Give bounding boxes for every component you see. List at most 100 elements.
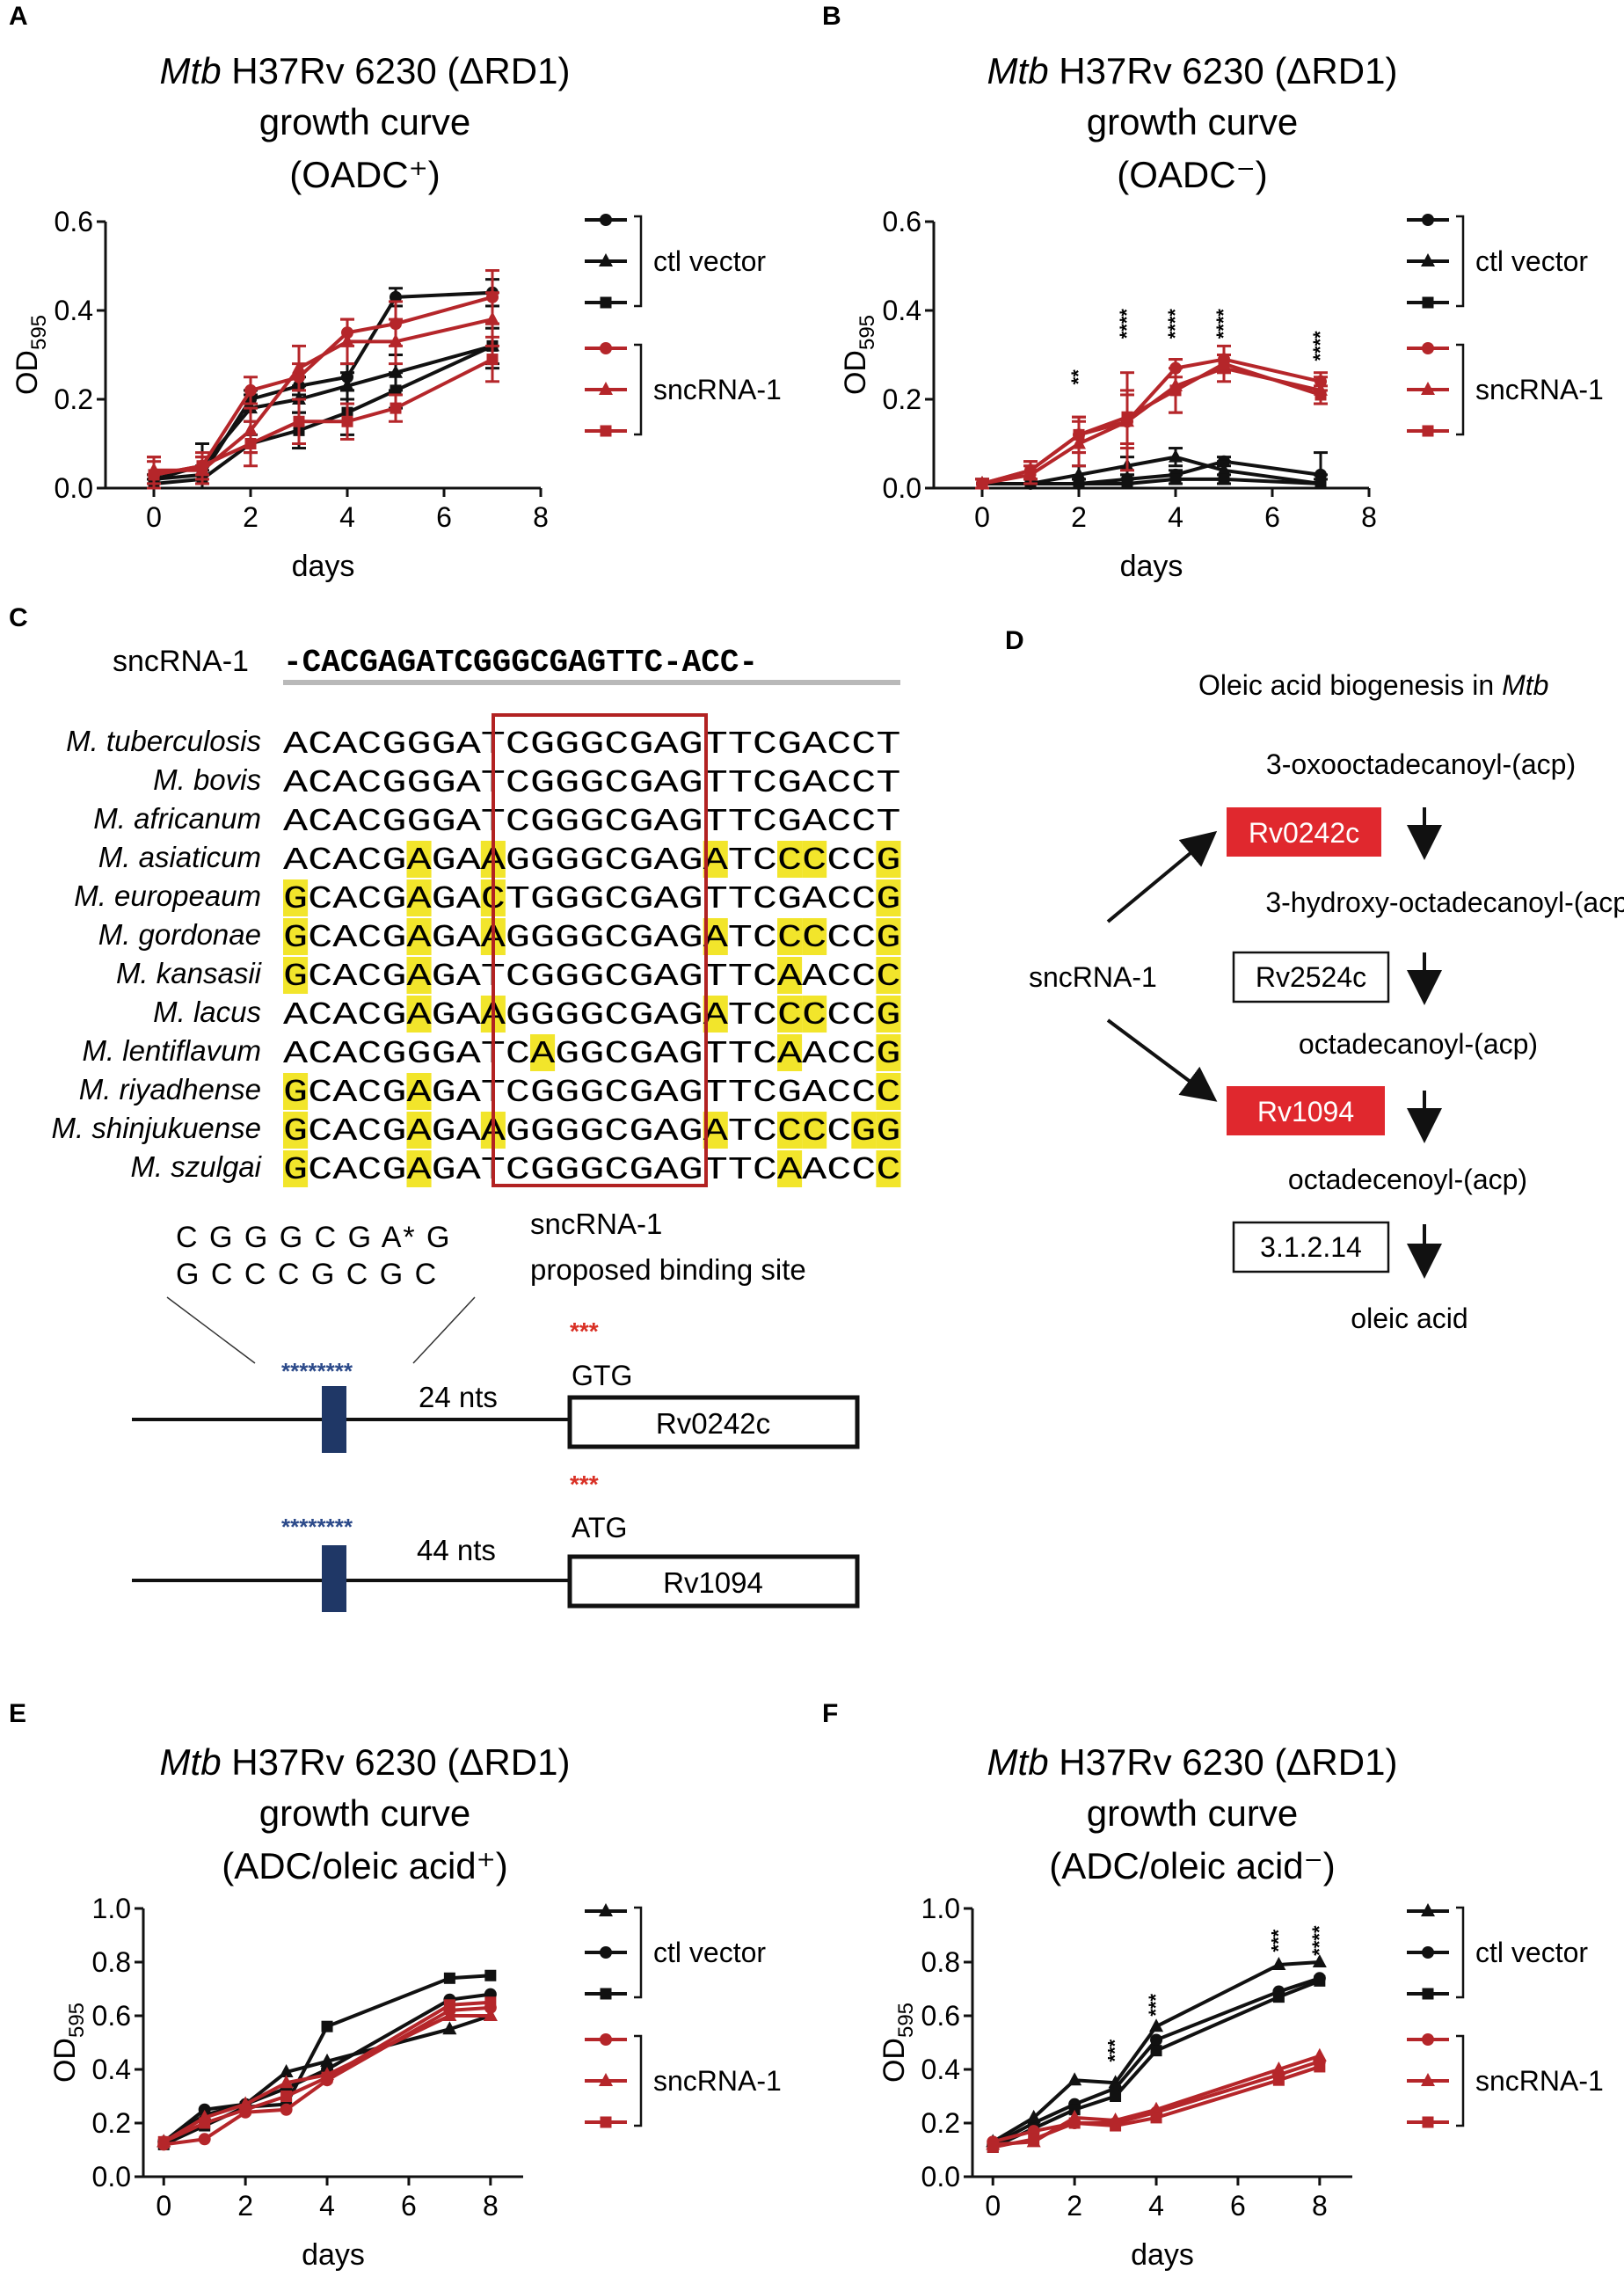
data-point <box>1272 1991 1285 2003</box>
data-point <box>1314 1974 1326 1987</box>
chart-legend: ctl vector sncRNA-1 <box>585 214 782 437</box>
variant-highlight <box>851 1112 877 1149</box>
variant-highlight <box>406 879 432 916</box>
legend-bracket <box>1456 1906 1465 1999</box>
aligned-sequence: GCACGAGATCGGGCGAGTTCAACCC <box>283 1152 901 1188</box>
data-point <box>486 354 499 366</box>
chart-panel-b: B Mtb H37Rv 6230 (ΔRD1) growth curve (OADC⁻… <box>822 2 1604 583</box>
gene-name: Rv1094 <box>663 1566 763 1599</box>
chart-legend: ctl vector sncRNA-1 <box>1407 1903 1604 2128</box>
legend-bracket <box>1456 2034 1465 2127</box>
series-sncrna-square <box>975 354 1328 490</box>
variant-highlight <box>876 1150 901 1187</box>
significance-label: **** <box>1308 1925 1330 1956</box>
data-point <box>198 2133 211 2146</box>
data-point <box>600 2116 612 2128</box>
data-point <box>198 2103 211 2116</box>
data-point <box>1421 1903 1435 1916</box>
variant-highlight <box>406 918 432 955</box>
chart-panel-a: A Mtb H37Rv 6230 (ΔRD1) growth curve (OADC⁺… <box>9 2 782 583</box>
data-point <box>1073 478 1085 490</box>
data-point <box>443 1972 455 1984</box>
series-sncrna-square <box>987 2061 1326 2153</box>
y-tick-label: 0.2 <box>883 383 921 415</box>
data-point <box>1218 358 1230 370</box>
data-point <box>1422 2033 1434 2046</box>
variant-highlight <box>876 1112 901 1149</box>
x-tick-label: 2 <box>1067 2190 1082 2222</box>
data-point <box>1272 2074 1285 2086</box>
data-point <box>1422 1988 1434 2000</box>
data-point <box>442 2021 457 2035</box>
aligned-sequence: ACACGGGATCAGGCGAGTTCAACCG <box>283 1036 901 1072</box>
species-name: M. gordonae <box>98 918 261 951</box>
y-axis-label: OD595 <box>878 2003 918 2083</box>
growth-curve-charts: A Mtb H37Rv 6230 (ΔRD1) growth curve (OADC⁺… <box>9 2 1604 2272</box>
y-tick-label: 0.6 <box>883 206 921 237</box>
chart-title-line2: growth curve <box>259 101 470 142</box>
data-point <box>1312 2047 1327 2061</box>
binding-stars-blue: ******** <box>281 1358 353 1384</box>
data-point <box>1067 2072 1082 2086</box>
legend-label-ctl: ctl vector <box>653 1937 766 1968</box>
data-point <box>196 460 208 472</box>
y-axis-label: OD595 <box>839 315 879 395</box>
series-sncrna-triangle <box>147 291 499 485</box>
binding-label-line2: proposed binding site <box>530 1253 806 1286</box>
data-point <box>484 1969 497 1981</box>
species-name: M. kansasii <box>116 957 263 989</box>
data-point <box>340 333 354 347</box>
data-point <box>1149 2101 1164 2115</box>
data-point <box>1169 449 1183 463</box>
y-tick-label: 0.2 <box>921 2107 960 2139</box>
variant-highlight <box>876 879 901 916</box>
alignment-row: M. lentiflavum ACACGGGATCAGGCGAGTTCAACCG <box>82 1034 901 1072</box>
data-point <box>390 290 402 303</box>
y-tick-label: 0.6 <box>55 206 93 237</box>
chart-title-organism: Mtb <box>987 1741 1049 1783</box>
chart-legend: ctl vector sncRNA-1 <box>1407 214 1604 437</box>
data-point <box>1314 2061 1326 2073</box>
variant-highlight <box>777 918 803 955</box>
x-tick-label: 6 <box>1264 501 1280 533</box>
chart-title-line1: Mtb H37Rv 6230 (ΔRD1) <box>160 50 571 91</box>
data-point <box>293 415 305 427</box>
aligned-sequence: GCACGAGAAGGGGCGAGATCCCCCG <box>283 920 901 956</box>
variant-highlight <box>876 841 901 878</box>
significance-label: **** <box>1164 309 1186 339</box>
gene-construct-rv1094: ******** *** ATG 44 nts Rv1094 <box>132 1470 860 1612</box>
legend-bracket <box>634 2034 643 2127</box>
series-sncrna-square <box>157 1996 497 2148</box>
data-point <box>239 2104 251 2116</box>
pathway-title-text: Oleic acid biogenesis in <box>1198 669 1502 701</box>
alignment-row: M. asiaticum ACACGAGAAGGGGCGAGATCCCCCG <box>98 841 901 879</box>
data-point <box>1271 1957 1286 1971</box>
chart-title-organism: Mtb <box>160 1741 222 1783</box>
chart-panel-e: E Mtb H37Rv 6230 (ΔRD1) growth curve (ADC/o… <box>9 1699 782 2272</box>
chart-legend: ctl vector sncRNA-1 <box>585 1903 782 2128</box>
y-tick-label: 0.4 <box>55 295 93 326</box>
species-name: M. africanum <box>93 802 261 835</box>
data-point <box>599 1903 613 1916</box>
variant-highlight <box>876 996 901 1033</box>
data-point <box>321 2071 333 2083</box>
chart-title-line2: growth curve <box>259 1792 470 1834</box>
data-point <box>1271 2061 1286 2075</box>
distance-label: 44 nts <box>417 1534 496 1566</box>
x-tick-label: 8 <box>533 501 549 533</box>
alignment-row: M. bovis ACACGGGATCGGGCGAGTTCGACCT <box>153 763 900 801</box>
series-sncrna-square <box>147 335 499 490</box>
species-name: M. szulgai <box>130 1150 262 1183</box>
variant-highlight <box>283 1150 309 1187</box>
enzyme-rv1094: Rv1094 <box>1257 1096 1354 1127</box>
variant-highlight <box>406 1112 432 1149</box>
chart-title-line3: (ADC/oleic acid⁺) <box>222 1845 508 1886</box>
sncrna-row-label: sncRNA-1 <box>113 645 249 678</box>
y-tick-label: 0.0 <box>921 2161 960 2193</box>
data-point <box>599 2073 613 2086</box>
variant-highlight <box>777 1112 803 1149</box>
y-axis-label-subscript: 595 <box>856 315 879 350</box>
chart-title-strain: H37Rv 6230 (ΔRD1) <box>222 50 571 91</box>
data-point <box>157 2135 170 2148</box>
alignment-row: M. kansasii GCACGAGATCGGGCGAGTTCAACCC <box>116 957 901 995</box>
